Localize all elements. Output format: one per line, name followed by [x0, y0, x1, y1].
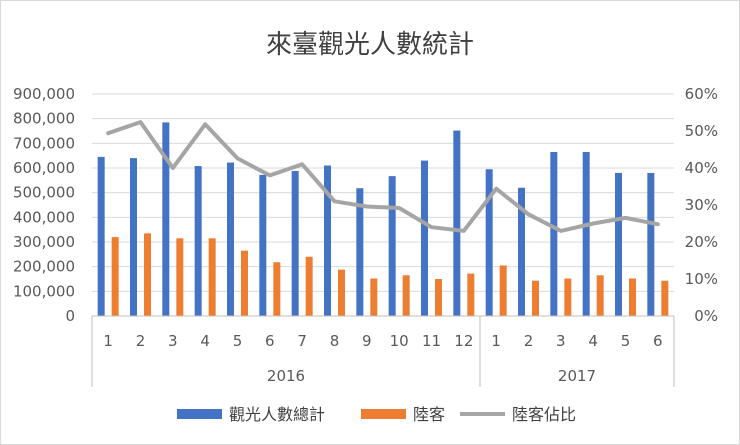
y-left-tick-label: 500,000 — [13, 184, 75, 202]
bar-total — [130, 158, 137, 316]
bar-total — [421, 160, 428, 316]
x-tick-label: 4 — [588, 332, 598, 350]
bar-mainland — [661, 280, 669, 316]
axes: 0 100,000 200,000 300,000 400,000 500,000 600,… — [13, 85, 718, 387]
x-tick-label: 8 — [330, 332, 340, 350]
bar-total — [518, 187, 525, 316]
y-right-tick-label: 50% — [685, 122, 718, 140]
bar-mainland — [499, 265, 507, 316]
x-tick-label: 2 — [524, 332, 534, 350]
bar-mainland — [435, 279, 442, 316]
x-tick-label: 7 — [297, 332, 307, 350]
bar-total — [485, 169, 493, 316]
bar-total — [194, 166, 202, 316]
bar-total — [615, 172, 622, 316]
line-series — [106, 120, 660, 233]
y-right-tick-label: 20% — [685, 233, 718, 251]
y-right-tick-label: 30% — [685, 196, 718, 214]
bar-total — [356, 188, 364, 316]
bar-mainland — [596, 275, 604, 316]
bar-mainland — [564, 278, 572, 316]
y-right-tick-label: 0% — [694, 307, 718, 325]
x-tick-label: 6 — [265, 332, 275, 350]
bar-mainland — [338, 269, 345, 316]
legend: 觀光人數總計 陸客 陸客佔比 — [177, 405, 576, 424]
bar-mainland — [305, 256, 313, 316]
bar-mainland — [402, 275, 410, 316]
x-tick-label: 6 — [653, 332, 663, 350]
x-tick-label: 5 — [621, 332, 631, 350]
y-right-tick-label: 10% — [685, 270, 718, 288]
x-tick-label: 3 — [168, 332, 178, 350]
bar-total — [388, 176, 396, 316]
x-tick-label: 12 — [454, 332, 473, 350]
x-tick-label: 3 — [556, 332, 566, 350]
legend-label: 觀光人數總計 — [229, 405, 325, 424]
y-left-tick-label: 0 — [65, 307, 75, 325]
bars — [97, 122, 669, 316]
chart-title: 來臺觀光人數統計 — [266, 30, 474, 60]
y-left-tick-label: 100,000 — [13, 282, 75, 300]
bar-mainland — [111, 237, 119, 316]
x-group-label: 2017 — [558, 367, 596, 385]
x-tick-label: 5 — [233, 332, 243, 350]
bar-total — [453, 130, 461, 316]
bar-total — [582, 151, 590, 316]
y-left-tick-label: 200,000 — [13, 258, 75, 276]
y-left-tick-label: 800,000 — [13, 110, 75, 128]
y-left-tick-label: 900,000 — [13, 85, 75, 103]
y-left-tick-label: 700,000 — [13, 134, 75, 152]
bar-mainland — [370, 278, 378, 316]
y-left-tick-label: 400,000 — [13, 208, 75, 226]
bar-mainland — [629, 278, 636, 316]
x-tick-label: 11 — [422, 332, 441, 350]
line-share-percent — [106, 120, 660, 233]
legend-swatch — [177, 409, 222, 419]
y-left-tick-label: 600,000 — [13, 159, 75, 177]
bar-mainland — [467, 273, 475, 316]
x-tick-label: 4 — [200, 332, 210, 350]
bar-total — [550, 151, 558, 316]
x-tick-label: 10 — [390, 332, 409, 350]
x-tick-label: 1 — [491, 332, 501, 350]
y-left-tick-label: 300,000 — [13, 233, 75, 251]
x-tick-label: 1 — [103, 332, 113, 350]
y-right-tick-label: 60% — [685, 85, 718, 103]
legend-label: 陸客 — [413, 405, 445, 424]
bar-total — [259, 174, 267, 316]
bar-mainland — [273, 262, 281, 316]
bar-total — [647, 172, 655, 316]
bar-total — [291, 170, 299, 316]
bar-total — [227, 162, 234, 316]
bar-total — [97, 156, 105, 316]
y-right-tick-label: 40% — [685, 159, 718, 177]
bar-total — [162, 122, 170, 316]
x-group-label: 2016 — [267, 367, 305, 385]
x-tick-label: 2 — [136, 332, 146, 350]
legend-swatch — [361, 409, 406, 419]
bar-mainland — [208, 238, 216, 316]
bar-mainland — [532, 280, 539, 316]
legend-label: 陸客佔比 — [512, 405, 576, 424]
x-tick-label: 9 — [362, 332, 372, 350]
bar-mainland — [176, 238, 184, 316]
bar-mainland — [144, 233, 151, 316]
bar-mainland — [241, 250, 248, 316]
bar-total — [324, 165, 331, 316]
